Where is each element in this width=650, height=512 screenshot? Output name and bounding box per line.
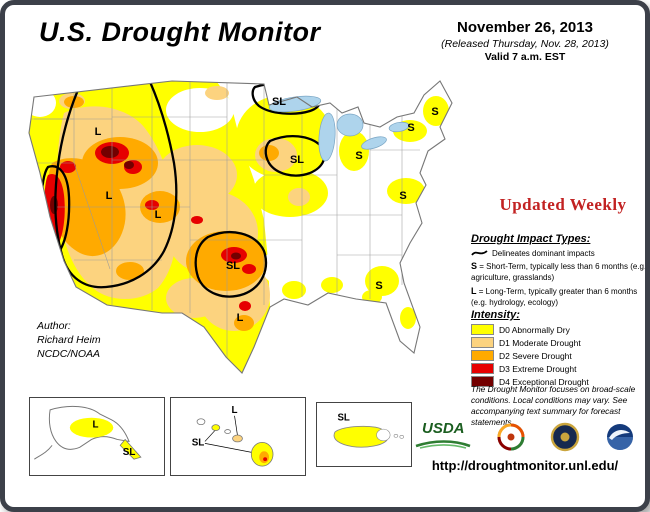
author-name: Richard Heim [37,334,101,347]
intensity-row-d0: D0 Abnormally Dry [471,324,645,335]
hawaii-inset-map: L SL [170,397,306,476]
drought-monitor-url[interactable]: http://droughtmonitor.unl.edu/ [431,458,619,473]
intensity-swatch-d1 [471,337,494,348]
valid-time: Valid 7 a.m. EST [484,51,566,63]
disclaimer-note: The Drought Monitor focuses on broad-sca… [471,384,636,427]
long-term-definition: L = Long-Term, typically greater than 6 … [471,286,638,307]
intensity-legend: Intensity: D0 Abnormally Dry D1 Moderate… [471,309,645,389]
intensity-row-d3: D3 Extreme Drought [471,363,645,374]
us-drought-map: SL SL S L L L SL L S S S S [11,55,473,400]
map-impact-label: SL [226,260,240,272]
map-impact-label: S [375,280,382,292]
usda-swoosh-icon [415,439,471,449]
map-impact-label: L [155,209,162,221]
intensity-heading: Intensity: [471,309,520,321]
author-label: Author: [37,320,71,332]
released-date: (Released Thursday, Nov. 28, 2013) [441,38,609,50]
map-impact-label: S [407,122,414,134]
intensity-swatch-d4 [471,376,494,387]
alaska-inset-map: L SL [29,397,165,476]
map-impact-label: SL [192,437,205,448]
agency-logos: USDA [403,417,645,457]
author-org: NCDC/NOAA [37,348,101,361]
updated-weekly-note: Updated Weekly [499,195,627,214]
intensity-row-d1: D1 Moderate Drought [471,337,645,348]
us-map-svg: SL SL S L L L SL L S S S S [28,80,453,374]
map-impact-label: SL [123,447,136,458]
map-impact-label: S [399,190,406,202]
map-impact-label: L [95,126,102,138]
intensity-swatch-d2 [471,350,494,361]
state-borders [29,81,420,365]
usda-logo: USDA [414,421,472,454]
date-block: November 26, 2013 (Released Thursday, No… [403,19,645,63]
intensity-swatch-d3 [471,363,494,374]
author-credit: Author: Richard Heim NCDC/NOAA [37,319,101,362]
intensity-row-d4: D4 Exceptional Drought [471,376,645,387]
map-impact-label: L [237,312,244,324]
us-outline-stroke [28,80,453,374]
map-impact-label: L [106,190,113,202]
map-impact-label: S [431,106,438,118]
drought-mitigation-center-logo [497,423,525,451]
map-impact-label: SL [272,96,286,108]
intensity-swatch-d0 [471,324,494,335]
great-lakes [268,95,410,162]
report-date: November 26, 2013 [457,19,593,36]
map-impact-label: SL [337,412,349,423]
map-impact-label: SL [290,154,304,166]
map-impact-label: L [232,405,238,416]
intensity-row-d2: D2 Severe Drought [471,350,645,361]
delineates-label: Delineates dominant impacts [492,248,595,258]
impact-types-legend: Drought Impact Types: Delineates dominan… [471,233,647,311]
boundary-line-icon [471,250,488,256]
commerce-seal-logo [551,422,580,452]
map-impact-label: S [355,150,362,162]
impact-types-heading: Drought Impact Types: [471,233,591,245]
delineates-row: Delineates dominant impacts [471,248,645,258]
short-term-definition: S = Short-Term, typically less than 6 mo… [471,261,647,282]
map-impact-labels: SL SL S L L L SL L S S S S [95,96,439,324]
map-impact-label: L [92,420,98,431]
noaa-logo [606,424,633,450]
puerto-rico-inset-map: SL [316,402,412,467]
page-title: U.S. Drought Monitor [39,17,321,47]
